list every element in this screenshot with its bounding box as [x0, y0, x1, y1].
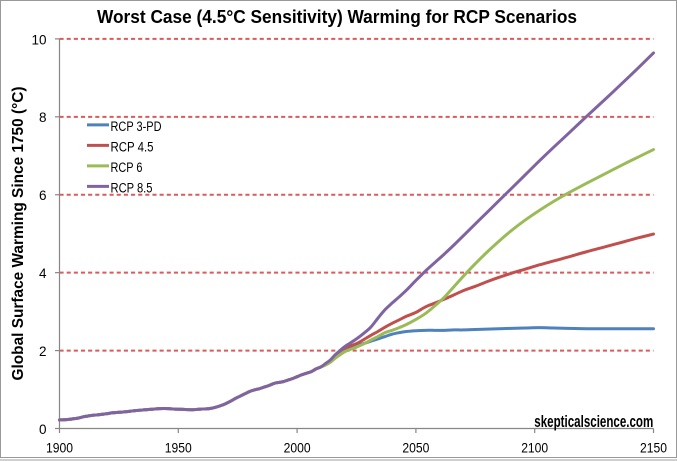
svg-text:Global Surface Warming Since 1: Global Surface Warming Since 1750 (°C) [10, 87, 27, 381]
svg-text:1900: 1900 [46, 440, 73, 455]
svg-text:2050: 2050 [402, 440, 429, 455]
svg-text:2000: 2000 [284, 440, 311, 455]
svg-text:Worst Case (4.5°C Sensitivity): Worst Case (4.5°C Sensitivity) Warming f… [97, 7, 577, 27]
svg-text:8: 8 [39, 110, 47, 125]
svg-text:1950: 1950 [165, 440, 192, 455]
svg-text:RCP 3-PD: RCP 3-PD [111, 119, 162, 134]
svg-text:2150: 2150 [640, 440, 667, 455]
svg-text:6: 6 [39, 188, 47, 203]
svg-text:2: 2 [39, 344, 47, 359]
svg-text:skepticalscience.com: skepticalscience.com [534, 413, 653, 431]
svg-text:RCP 8.5: RCP 8.5 [111, 181, 153, 196]
svg-text:10: 10 [31, 32, 46, 47]
svg-text:4: 4 [39, 266, 47, 281]
svg-text:0: 0 [39, 422, 47, 437]
svg-text:RCP 4.5: RCP 4.5 [111, 140, 154, 155]
svg-text:2100: 2100 [521, 440, 548, 455]
svg-text:RCP 6: RCP 6 [111, 160, 143, 175]
